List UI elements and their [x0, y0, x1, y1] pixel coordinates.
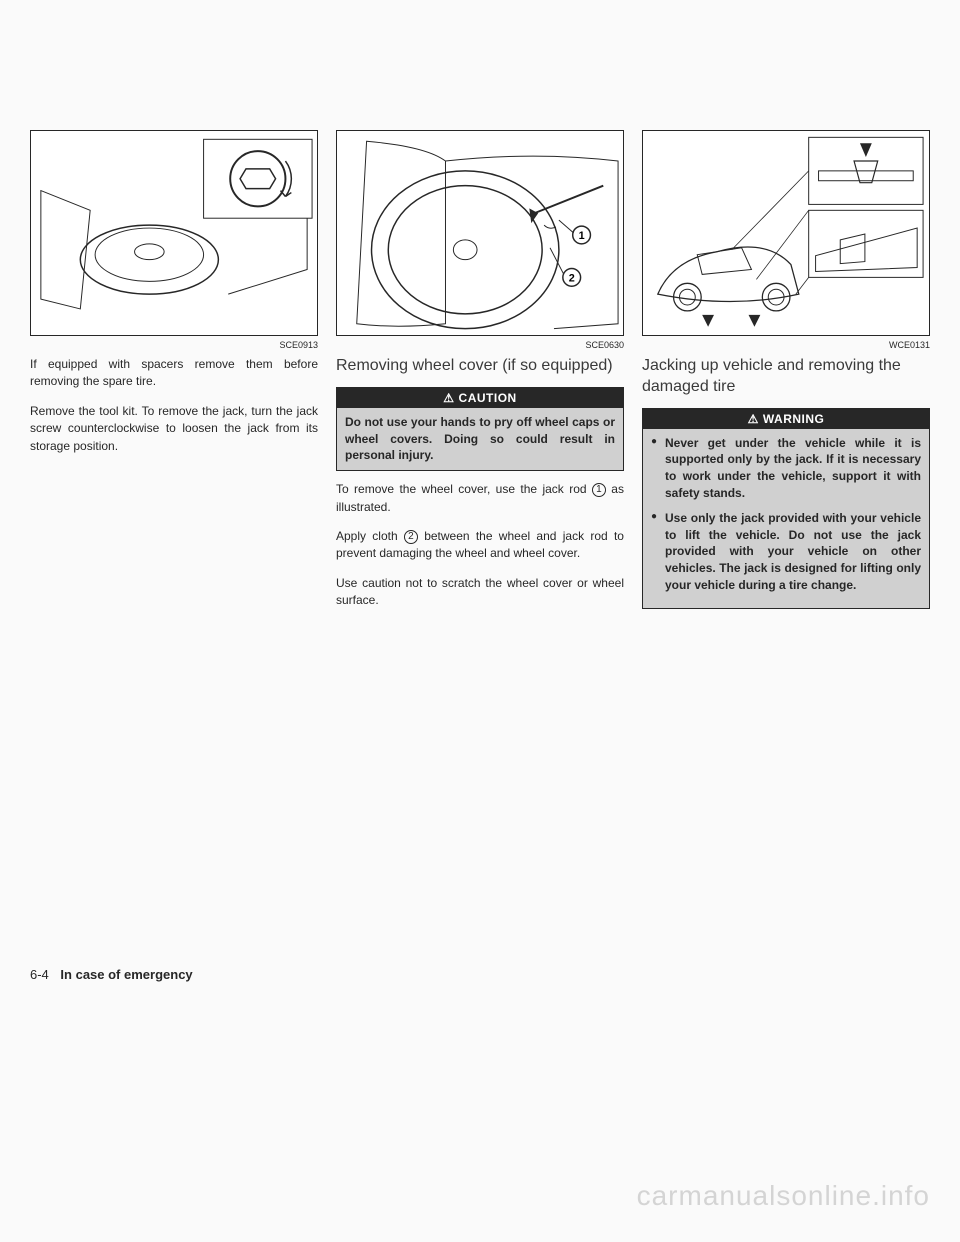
warning-body: Never get under the vehicle while it is … — [643, 429, 929, 608]
warning-header: WARNING — [643, 409, 929, 429]
page-number: 6-4 — [30, 967, 49, 982]
column-1: SCE0913 If equipped with spacers remove … — [30, 130, 318, 622]
caution-header: CAUTION — [337, 388, 623, 408]
watermark: carmanualsonline.info — [637, 1180, 930, 1212]
column-2: 1 2 SCE0630 Removing wheel cover (if so … — [336, 130, 624, 622]
warning-item: Use only the jack provided with your veh… — [651, 510, 921, 594]
svg-text:2: 2 — [569, 272, 575, 284]
figure-spare-tire — [30, 130, 318, 336]
figure-label: SCE0913 — [30, 340, 318, 350]
wheel-cover-illustration: 1 2 — [337, 131, 623, 335]
paragraph: Apply cloth 2 between the wheel and jack… — [336, 528, 624, 563]
paragraph: To remove the wheel cover, use the jack … — [336, 481, 624, 516]
caution-body: Do not use your hands to pry off wheel c… — [337, 408, 623, 470]
paragraph: Remove the tool kit. To remove the jack,… — [30, 403, 318, 455]
section-heading: Jacking up vehicle and removing the dama… — [642, 356, 930, 398]
warning-box: WARNING Never get under the vehicle whil… — [642, 408, 930, 609]
warning-list: Never get under the vehicle while it is … — [651, 435, 921, 594]
text-fragment: Apply cloth — [336, 529, 404, 543]
text-fragment: To remove the wheel cover, use the jack … — [336, 482, 592, 496]
callout-number-icon: 1 — [592, 483, 606, 497]
caution-box: CAUTION Do not use your hands to pry off… — [336, 387, 624, 471]
figure-wheel-cover: 1 2 — [336, 130, 624, 336]
paragraph: Use caution not to scratch the wheel cov… — [336, 575, 624, 610]
figure-label: WCE0131 — [642, 340, 930, 350]
section-heading: Removing wheel cover (if so equipped) — [336, 356, 624, 377]
callout-number-icon: 2 — [404, 530, 418, 544]
figure-jacking-vehicle — [642, 130, 930, 336]
page-content: SCE0913 If equipped with spacers remove … — [0, 0, 960, 662]
column-3: WCE0131 Jacking up vehicle and removing … — [642, 130, 930, 622]
paragraph: If equipped with spacers remove them bef… — [30, 356, 318, 391]
svg-text:1: 1 — [579, 230, 585, 242]
warning-item: Never get under the vehicle while it is … — [651, 435, 921, 502]
figure-label: SCE0630 — [336, 340, 624, 350]
section-title: In case of emergency — [60, 967, 192, 982]
jacking-illustration — [643, 131, 929, 335]
spare-tire-illustration — [31, 131, 317, 335]
page-footer: 6-4 In case of emergency — [30, 967, 193, 982]
